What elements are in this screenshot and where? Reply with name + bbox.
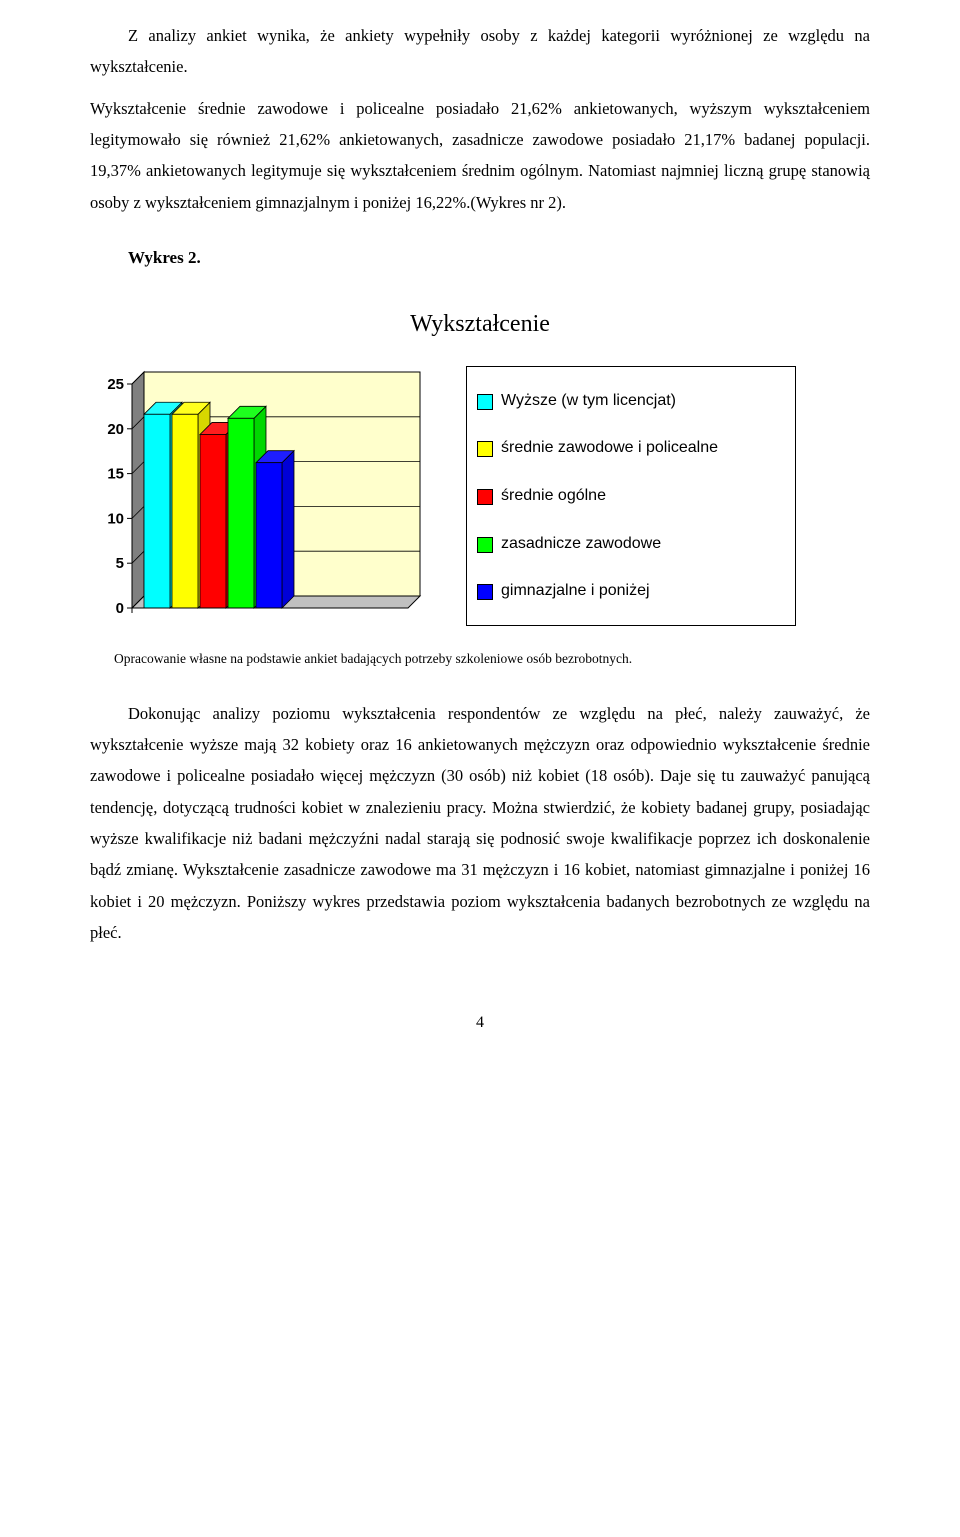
paragraph-stats: Wykształcenie średnie zawodowe i policea… [90, 93, 870, 218]
legend-label: średnie ogólne [501, 486, 606, 506]
legend-item: gimnazjalne i poniżej [477, 581, 783, 601]
svg-text:10: 10 [107, 510, 124, 527]
legend-swatch [477, 584, 493, 600]
legend-label: Wyższe (w tym licencjat) [501, 391, 676, 411]
svg-text:5: 5 [116, 555, 124, 572]
legend-swatch [477, 394, 493, 410]
chart-plot: 0 5 10 15 20 25 [96, 366, 426, 626]
svg-text:20: 20 [107, 421, 124, 438]
svg-text:0: 0 [116, 600, 124, 617]
legend-item: Wyższe (w tym licencjat) [477, 391, 783, 411]
legend-item: średnie zawodowe i policealne [477, 438, 783, 458]
paragraph-analysis: Dokonując analizy poziomu wykształcenia … [90, 698, 870, 949]
svg-text:15: 15 [107, 466, 124, 483]
chart-legend: Wyższe (w tym licencjat) średnie zawodowe… [466, 366, 796, 626]
legend-item: średnie ogólne [477, 486, 783, 506]
chart-heading: Wykres 2. [90, 242, 870, 274]
legend-swatch [477, 441, 493, 457]
legend-label: średnie zawodowe i policealne [501, 438, 718, 458]
chart-title: Wykształcenie [90, 302, 870, 348]
legend-item: zasadnicze zawodowe [477, 534, 783, 554]
chart-container: 0 5 10 15 20 25 Wyższe (w tym licencjat) średn… [90, 366, 870, 626]
legend-swatch [477, 537, 493, 553]
bar-chart-svg: 0 5 10 15 20 25 [96, 366, 426, 626]
paragraph-intro: Z analizy ankiet wynika, że ankiety wype… [90, 20, 870, 83]
page-number: 4 [90, 1008, 870, 1038]
legend-swatch [477, 489, 493, 505]
chart-caption: Opracowanie własne na podstawie ankiet b… [90, 646, 870, 672]
svg-text:25: 25 [107, 376, 124, 393]
legend-label: zasadnicze zawodowe [501, 534, 661, 554]
legend-label: gimnazjalne i poniżej [501, 581, 650, 601]
